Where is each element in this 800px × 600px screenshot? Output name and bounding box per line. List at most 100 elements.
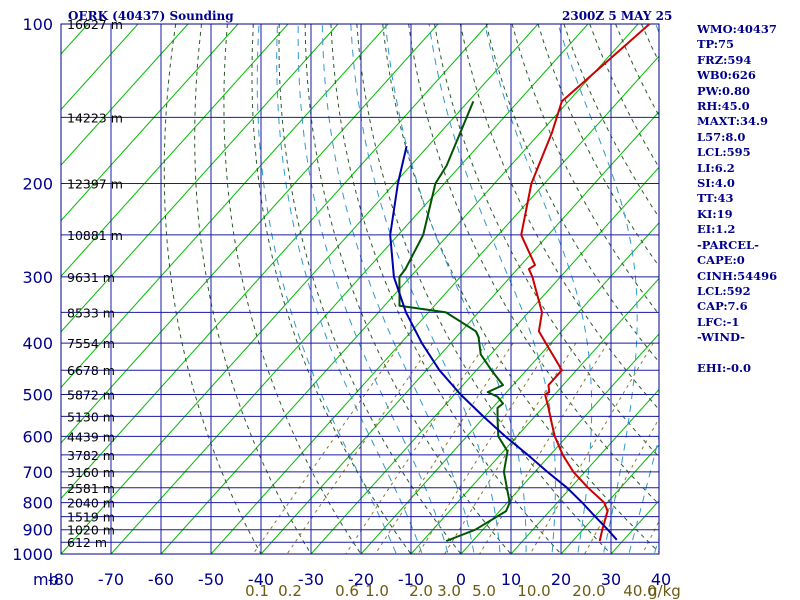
- moist-adiabat-line: [484, 24, 593, 554]
- pressure-tick-label: 400: [22, 334, 53, 353]
- index-row: LFC:-1: [697, 314, 740, 329]
- temperature-tick-label: -10: [398, 570, 424, 589]
- index-row: -PARCEL-: [697, 237, 759, 252]
- isotherm-line: [61, 24, 189, 166]
- temperature-tick-label: 40: [651, 570, 671, 589]
- isotherm-line: [61, 24, 539, 554]
- mixing-ratio-tick-label: 0.2: [278, 582, 302, 600]
- index-row: TP:75: [697, 37, 735, 52]
- index-row: FRZ:594: [697, 52, 752, 67]
- index-row: CAPE:0: [697, 253, 745, 268]
- isotherm-line: [510, 388, 659, 554]
- temperature-tick-label: -70: [98, 570, 124, 589]
- index-row: PW:0.80: [697, 83, 751, 98]
- temperature-tick-label: -30: [298, 570, 324, 589]
- isotherm-line: [61, 24, 489, 500]
- index-row: [697, 346, 777, 361]
- moist-adiabat-line: [385, 24, 527, 554]
- dry-adiabat-line: [356, 24, 612, 554]
- mixing-ratio-tick-label: 2.0: [409, 582, 433, 600]
- index-row: LCL:592: [697, 283, 751, 298]
- isotherm-line: [61, 24, 339, 333]
- height-label: 3160 m: [67, 465, 115, 480]
- temperature-tick-label: -60: [148, 570, 174, 589]
- dry-adiabat-line: [537, 24, 659, 267]
- index-row: EI:1.2: [697, 222, 736, 237]
- valid-time: 2300Z 5 MAY 25: [562, 9, 673, 23]
- isotherm-line: [210, 55, 659, 554]
- height-label: 4439 m: [67, 429, 115, 444]
- temperature-tick-label: 0: [456, 570, 466, 589]
- pressure-tick-label: 500: [22, 385, 53, 404]
- height-label: 5130 m: [67, 409, 115, 424]
- pressure-tick-label: 900: [22, 521, 53, 540]
- profile-series: [389, 24, 651, 542]
- mixing-ratio-tick-label: 0.6: [335, 582, 359, 600]
- index-row: L57:8.0: [697, 129, 746, 144]
- index-row: MAXT:34.9: [697, 114, 768, 129]
- isotherm-line: [110, 24, 589, 554]
- dry-adiabat-line: [459, 24, 659, 411]
- height-label: 2581 m: [67, 481, 115, 496]
- pressure-tick-label: 200: [22, 175, 53, 194]
- mixing-ratio-tick-label: 3.0: [437, 582, 461, 600]
- height-label: 612 m: [67, 535, 107, 550]
- temperature-tick-label: 20: [551, 570, 571, 589]
- index-row: KI:19: [697, 206, 733, 221]
- plot-frame: [60, 23, 660, 555]
- temperature-tick-label: 30: [601, 570, 621, 589]
- mixing-ratio-line: [479, 342, 609, 554]
- mixing-ratio-line: [374, 342, 514, 554]
- isotherm-line: [61, 24, 239, 222]
- mixing-ratio-tick-label: 20.0: [572, 582, 605, 600]
- dewpoint-profile-line: [398, 101, 511, 542]
- dry-adiabat-line: [304, 24, 512, 554]
- height-label: 16627 m: [67, 17, 123, 32]
- index-row: CINH:54496: [697, 268, 778, 283]
- height-label: 6678 m: [67, 363, 115, 378]
- isotherm-line: [560, 444, 659, 554]
- index-row: WB0:626: [697, 68, 756, 83]
- index-row: WMO:40437: [697, 22, 777, 36]
- temperature-tick-label: -40: [248, 570, 274, 589]
- height-label: 1020 m: [67, 523, 115, 538]
- index-row: -WIND-: [697, 330, 745, 345]
- pressure-unit-label: mb: [33, 570, 59, 589]
- height-label: 1519 m: [67, 510, 115, 525]
- moist-adiabat-line: [276, 24, 423, 554]
- isotherm-line: [61, 24, 389, 389]
- pressure-tick-label: 100: [22, 15, 53, 34]
- parcel-profile-line: [389, 145, 618, 541]
- temperature-tick-label: -50: [198, 570, 224, 589]
- height-label: 3782 m: [67, 448, 115, 463]
- isotherm-line: [360, 222, 659, 554]
- dry-adiabat-line: [194, 24, 312, 554]
- mixing-ratio-line: [252, 342, 402, 554]
- height-label: 10881 m: [67, 228, 123, 243]
- moist-adiabat-line: [321, 24, 475, 554]
- station-title: OERK (40437) Sounding: [68, 9, 234, 23]
- temperature-tick-label: 10: [501, 570, 521, 589]
- dry-adiabat-line: [223, 24, 362, 554]
- moist-adiabat-line: [557, 24, 638, 554]
- isobar-grid: [60, 23, 660, 555]
- temperature-tick-label: -80: [48, 570, 74, 589]
- mixing-ratio-tick-label: 1.0: [365, 582, 389, 600]
- index-row: SI:4.0: [697, 176, 735, 191]
- dry-adiabat-line: [382, 24, 659, 553]
- mixing-ratio-line: [641, 520, 659, 554]
- pressure-tick-label: 600: [22, 427, 53, 446]
- index-row: RH:45.0: [697, 99, 750, 114]
- temperature-profile-line: [520, 24, 651, 542]
- pressure-tick-label: 300: [22, 268, 53, 287]
- height-label: 2040 m: [67, 496, 115, 511]
- mixing-ratio-line: [529, 342, 654, 554]
- pressure-tick-label: 700: [22, 463, 53, 482]
- isotherm-line: [61, 24, 439, 444]
- isotherm-line: [410, 277, 659, 554]
- moist-adiabat-line: [256, 24, 397, 554]
- index-row: TT:43: [697, 191, 734, 206]
- dry-adiabat-line: [278, 24, 462, 554]
- dry-adiabat-line: [330, 24, 562, 554]
